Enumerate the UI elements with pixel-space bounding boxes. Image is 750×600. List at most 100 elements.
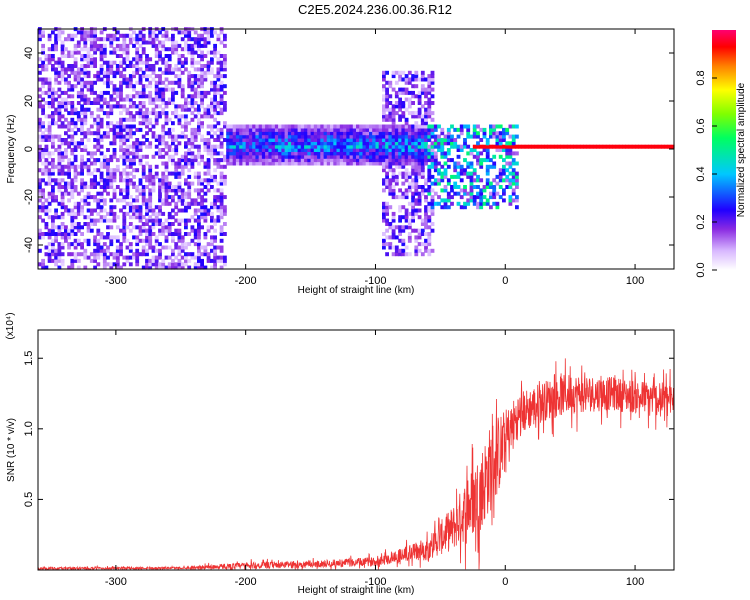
spectrogram-cell bbox=[86, 151, 91, 156]
spectrogram-cell bbox=[167, 101, 172, 105]
spectrogram-cell bbox=[174, 134, 179, 139]
spectrogram-cell bbox=[128, 101, 133, 105]
spectrogram-cell bbox=[518, 144, 522, 149]
spectrogram-cell bbox=[407, 188, 412, 193]
spectrogram-cell bbox=[73, 211, 78, 216]
spectrogram-cell bbox=[161, 148, 166, 152]
spectrogram-cell bbox=[385, 124, 389, 129]
spectrogram-cell bbox=[255, 151, 260, 156]
spectrogram-cell bbox=[424, 138, 428, 142]
spectrogram-cell bbox=[213, 74, 217, 79]
spectrogram-cell bbox=[38, 117, 42, 122]
spectrogram-cell bbox=[213, 131, 217, 136]
spectrogram-cell bbox=[193, 74, 198, 79]
spectrogram-cell bbox=[73, 258, 78, 263]
spectrogram-cell bbox=[148, 127, 153, 132]
spectrogram-cell bbox=[51, 248, 55, 253]
spectrogram-cell bbox=[193, 154, 198, 159]
spectrogram-cell bbox=[51, 232, 55, 236]
spectrogram-cell bbox=[187, 70, 192, 75]
spectrogram-cell bbox=[502, 164, 506, 169]
spectrogram-cell bbox=[200, 154, 204, 159]
spectrogram-cell bbox=[346, 148, 351, 152]
snr-x-tick-label: -100 bbox=[364, 576, 386, 588]
spectrogram-cell bbox=[86, 185, 91, 189]
spectrogram-cell bbox=[661, 144, 665, 149]
spectrogram-cell bbox=[96, 70, 101, 75]
spectrogram-cell bbox=[122, 43, 127, 48]
spectrogram-cell bbox=[407, 238, 412, 243]
spectrogram-cell bbox=[252, 158, 256, 163]
spectrogram-cell bbox=[154, 33, 159, 38]
spectrogram-cell bbox=[184, 252, 188, 257]
spectrogram-cell bbox=[294, 141, 299, 146]
spectrogram-cell bbox=[206, 181, 211, 186]
spectrogram-cell bbox=[180, 104, 185, 109]
spectrogram-cell bbox=[206, 208, 211, 213]
spectrogram-cell bbox=[424, 161, 428, 166]
spectrogram-cell bbox=[339, 134, 344, 139]
spectrogram-cell bbox=[515, 195, 519, 200]
spectrogram-cell bbox=[200, 104, 204, 109]
spectrogram-cell bbox=[102, 70, 107, 75]
spectrogram-cell bbox=[284, 127, 289, 132]
spectrogram-cell bbox=[330, 124, 334, 129]
spectrogram-cell bbox=[161, 70, 166, 75]
spectrogram-cell bbox=[515, 178, 519, 183]
spectrogram-cell bbox=[125, 225, 130, 230]
spectrogram-cell bbox=[469, 174, 474, 179]
spectrogram-cell bbox=[151, 33, 156, 38]
spectrogram-cell bbox=[80, 154, 84, 159]
spectrogram-cell bbox=[382, 138, 386, 142]
spectrogram-cell bbox=[119, 138, 123, 142]
spectrogram-cell bbox=[420, 74, 425, 79]
spectrogram-cell bbox=[102, 158, 107, 163]
spectrogram-cell bbox=[352, 138, 357, 142]
spectrogram-cell bbox=[210, 134, 214, 139]
spectrogram-cell bbox=[174, 50, 179, 55]
spectrogram-cell bbox=[138, 205, 143, 210]
spectrogram-cell bbox=[287, 138, 292, 142]
spectrogram-cell bbox=[388, 168, 393, 173]
spectrogram-cell bbox=[145, 208, 149, 213]
spectrogram-cell bbox=[385, 164, 389, 169]
spectrogram-cell bbox=[317, 131, 321, 136]
spectrogram-cell bbox=[485, 138, 490, 142]
spectrogram-cell bbox=[148, 181, 153, 186]
spectrogram-cell bbox=[310, 138, 315, 142]
spectrogram-cell bbox=[291, 124, 295, 129]
spectrogram-cell bbox=[89, 161, 94, 166]
spectrogram-cell bbox=[93, 117, 97, 122]
spectrogram-cell bbox=[258, 141, 263, 146]
spectrogram-cell bbox=[498, 185, 503, 189]
spectrogram-cell bbox=[258, 138, 263, 142]
spectrogram-cell bbox=[135, 33, 140, 38]
spectrogram-cell bbox=[41, 258, 45, 263]
spectrogram-cell bbox=[47, 114, 52, 119]
spectrogram-cell bbox=[80, 104, 84, 109]
spectrogram-cell bbox=[407, 235, 412, 240]
spectrogram-cell bbox=[206, 211, 211, 216]
spectrogram-cell bbox=[463, 205, 467, 210]
spectrogram-cell bbox=[80, 84, 84, 89]
spectrogram-cell bbox=[433, 168, 438, 173]
spectrogram-cell bbox=[190, 181, 195, 186]
spectrogram-cell bbox=[57, 228, 62, 233]
spectrogram-cell bbox=[391, 228, 396, 233]
spectrogram-cell bbox=[219, 178, 224, 183]
spectrogram-cell bbox=[51, 195, 55, 200]
spectrogram-cell bbox=[417, 77, 422, 82]
spectrogram-cell bbox=[187, 205, 192, 210]
spectrogram-cell bbox=[242, 158, 247, 163]
spectrogram-cell bbox=[407, 134, 412, 139]
spectrogram-cell bbox=[86, 164, 91, 169]
spectrogram-cell bbox=[67, 127, 71, 132]
spectrogram-cell bbox=[89, 195, 94, 200]
spectrogram-cell bbox=[476, 174, 480, 179]
spectrogram-cell bbox=[102, 60, 107, 65]
spectrogram-cell bbox=[385, 154, 389, 159]
spectrogram-cell bbox=[281, 151, 286, 156]
spectrogram-cell bbox=[145, 178, 149, 183]
spectrogram-cell bbox=[226, 138, 230, 142]
spectrogram-cell bbox=[125, 107, 130, 112]
